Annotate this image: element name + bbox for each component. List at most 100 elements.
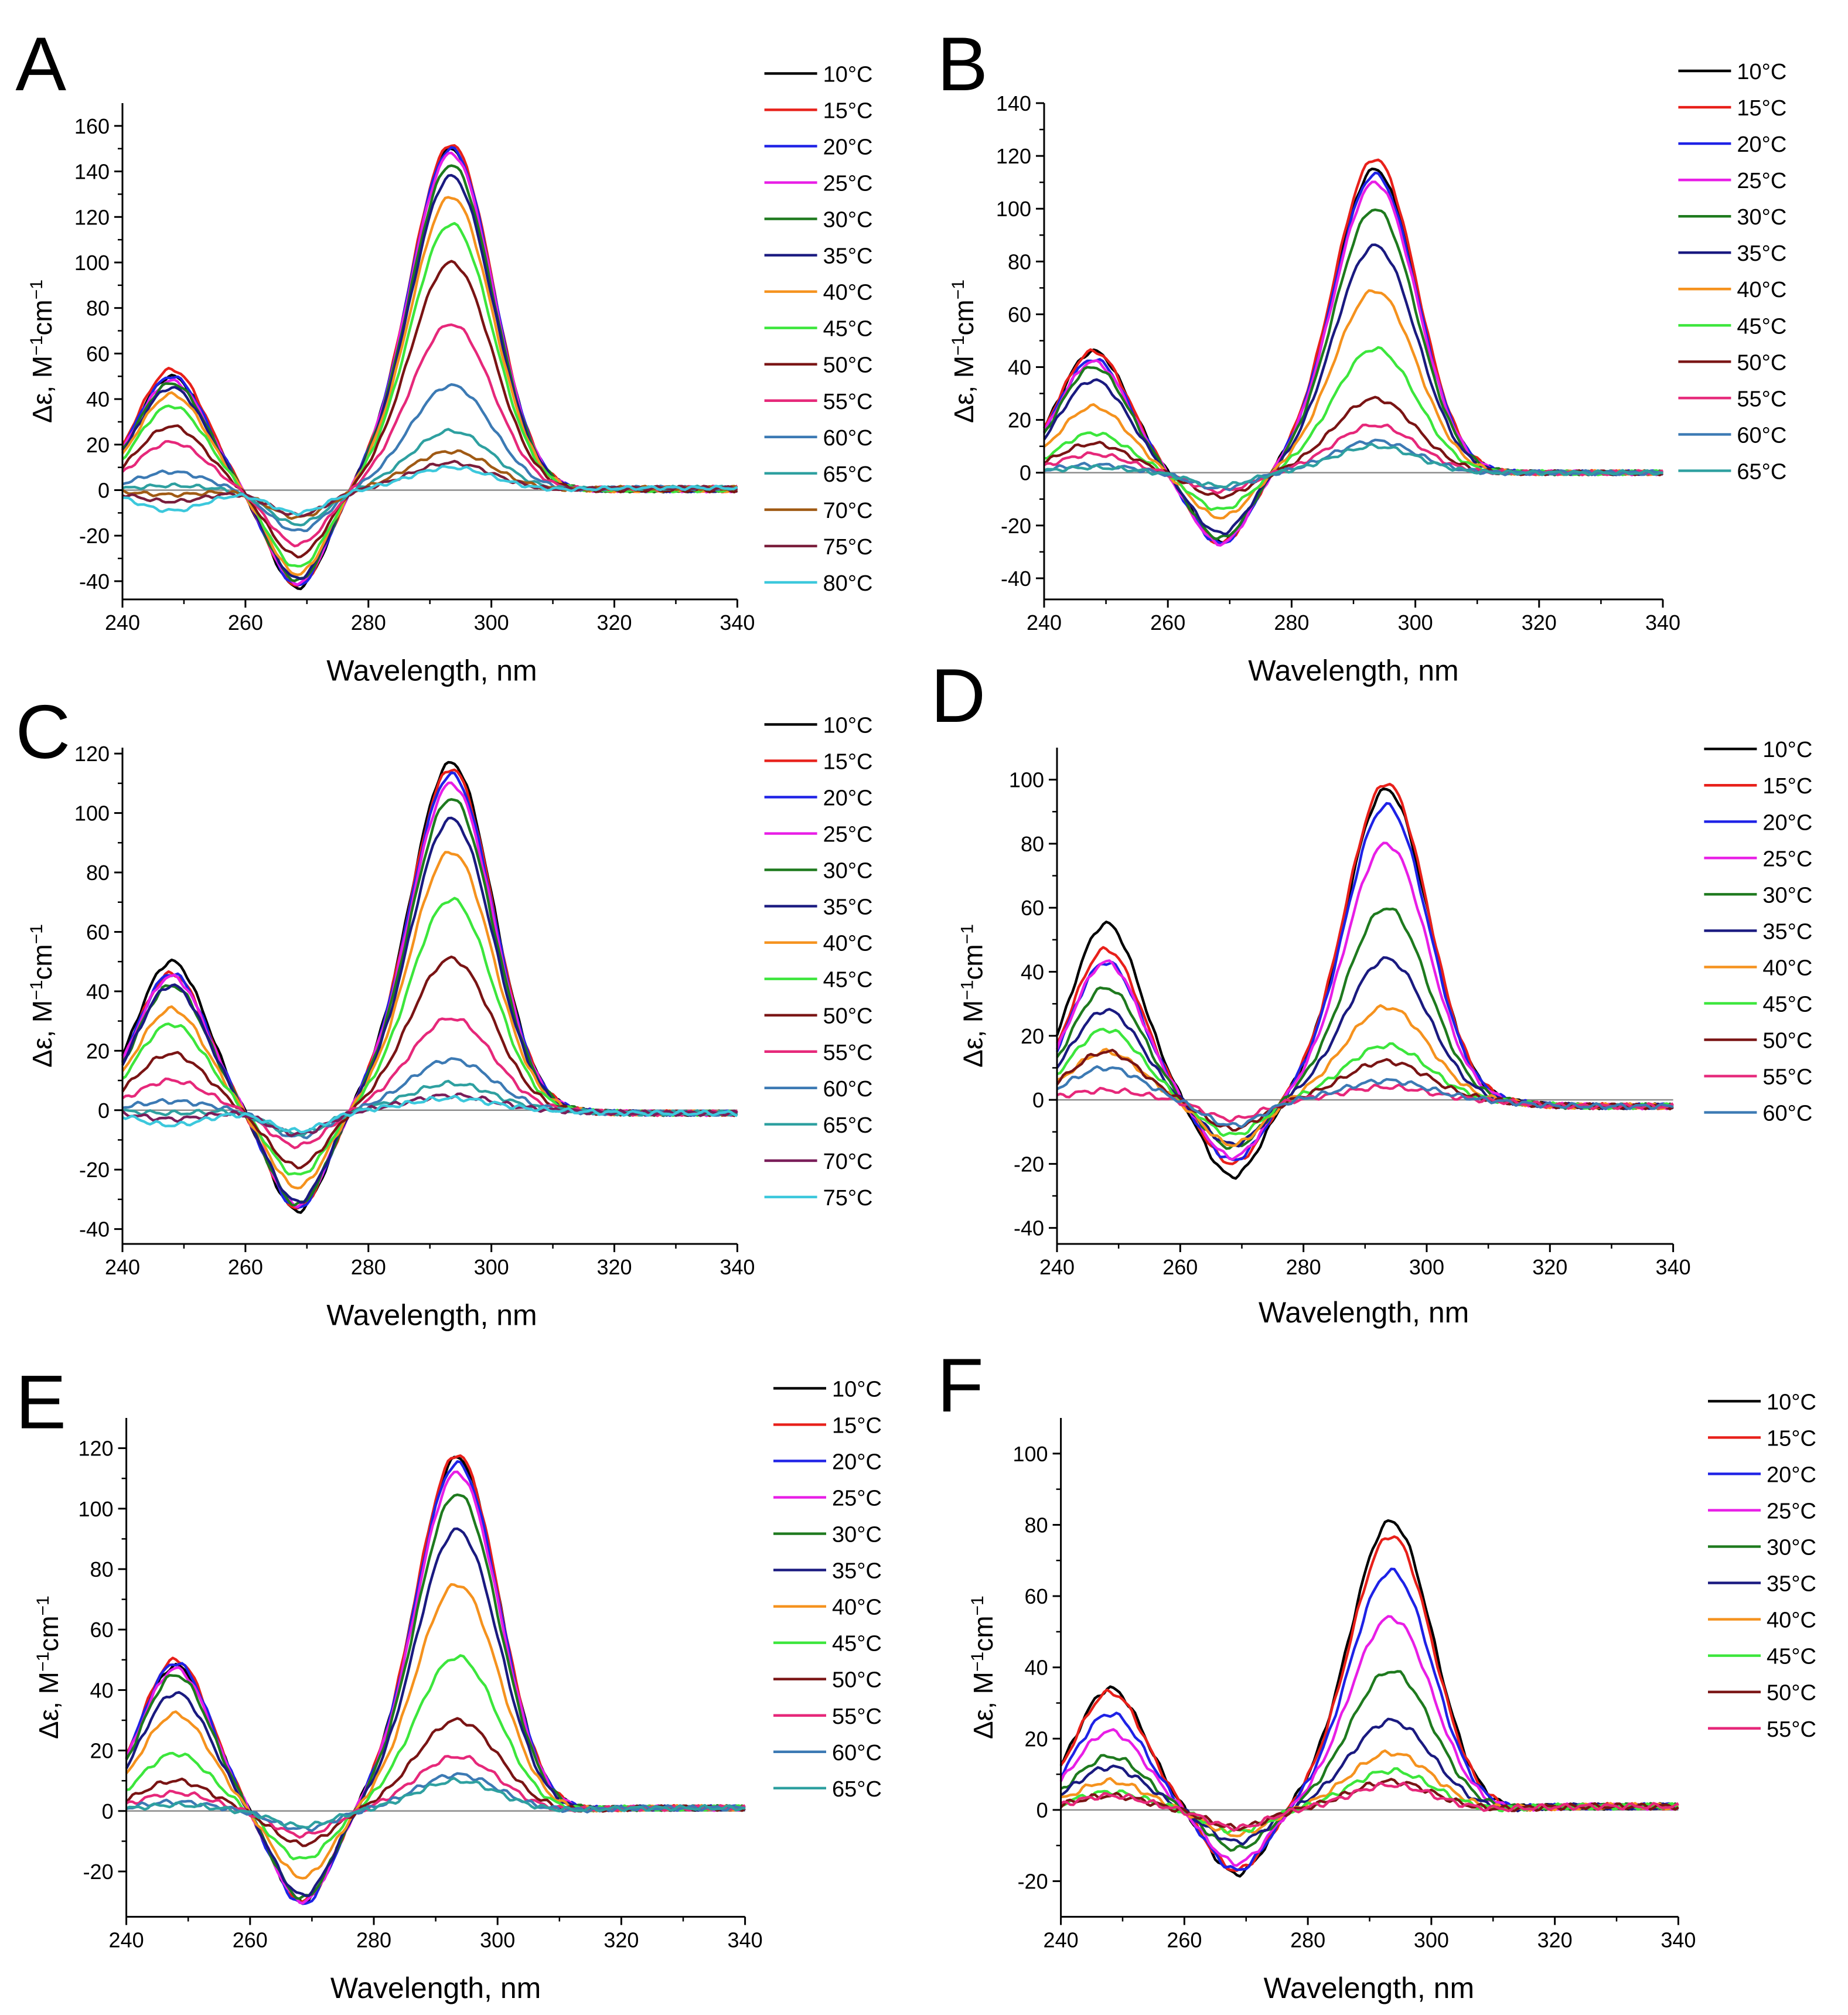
- legend-label: 15°C: [823, 98, 873, 123]
- x-tick-label: 340: [720, 611, 755, 635]
- series-line: [1055, 787, 1673, 1180]
- y-tick-label: 0: [98, 479, 110, 503]
- legend-label: 70°C: [823, 1150, 873, 1174]
- series-line: [1044, 438, 1663, 492]
- series-line: [125, 1493, 746, 1900]
- y-tick-label: 100: [74, 802, 110, 826]
- x-tick-label: 320: [596, 1255, 632, 1279]
- legend-label: 20°C: [1762, 810, 1812, 835]
- series-line: [1043, 171, 1663, 545]
- y-tick-label: 120: [74, 205, 110, 229]
- y-tick-label: 80: [90, 1557, 114, 1581]
- x-tick-label: 240: [109, 1928, 144, 1952]
- y-axis-title: Δε, M−1cm−1: [33, 1595, 64, 1739]
- legend-label: 45°C: [1737, 314, 1786, 339]
- legend-label: 35°C: [823, 244, 873, 269]
- chart-panel-c: C -40 -20 0 20 40 60 80 100 120 240 260 280 300 320 340…: [15, 689, 872, 1332]
- series-line: [126, 1772, 746, 1832]
- legend-label: 30°C: [1767, 1536, 1816, 1560]
- x-tick-label: 240: [1044, 1928, 1079, 1952]
- x-tick-label: 280: [1286, 1255, 1321, 1279]
- y-tick-label: 40: [86, 980, 110, 1004]
- series-line: [121, 781, 738, 1208]
- y-tick-label: 0: [1032, 1088, 1044, 1112]
- y-axis-title: Δε, M−1cm−1: [949, 279, 979, 423]
- x-tick-label: 260: [1150, 611, 1185, 635]
- legend-label: 25°C: [823, 172, 873, 196]
- legend-label: 65°C: [1737, 459, 1786, 484]
- series-line: [121, 816, 738, 1204]
- legend-label: 35°C: [1767, 1572, 1816, 1597]
- legend-label: 20°C: [823, 786, 873, 810]
- y-tick-label: 80: [86, 861, 110, 885]
- legend-label: 10°C: [823, 713, 873, 738]
- y-tick-label: 60: [90, 1618, 114, 1642]
- panel-label: F: [937, 1342, 983, 1428]
- x-tick-label: 320: [1532, 1255, 1567, 1279]
- y-tick-label: -40: [1014, 1216, 1044, 1240]
- y-axis-title: Δε, M−1cm−1: [957, 924, 988, 1068]
- series-line: [125, 1527, 746, 1897]
- series-line: [121, 164, 738, 582]
- x-tick-label: 280: [1290, 1928, 1325, 1952]
- series-line: [1043, 208, 1663, 540]
- y-tick-label: -20: [79, 524, 110, 548]
- series-line: [121, 1095, 738, 1134]
- series-line: [121, 221, 738, 568]
- x-tick-label: 320: [1522, 611, 1557, 635]
- y-tick-label: 40: [1008, 356, 1031, 380]
- y-tick-label: -20: [1001, 514, 1031, 538]
- series-line: [122, 465, 738, 516]
- x-tick-label: 320: [1537, 1928, 1573, 1952]
- y-tick-label: 60: [86, 920, 110, 944]
- series-line: [121, 798, 738, 1207]
- y-tick-label: 80: [1025, 1513, 1048, 1537]
- y-tick-label: 100: [79, 1497, 114, 1521]
- legend-label: 15°C: [832, 1413, 882, 1438]
- y-tick-label: 100: [1013, 1442, 1048, 1466]
- x-axis-title: Wavelength, nm: [1248, 654, 1458, 687]
- panel-label: B: [937, 21, 988, 107]
- series-line: [121, 260, 738, 559]
- x-tick-label: 340: [720, 1255, 755, 1279]
- y-tick-label: 0: [102, 1799, 114, 1823]
- legend-label: 20°C: [1767, 1462, 1816, 1487]
- series-line: [1044, 442, 1663, 489]
- legend-label: 60°C: [1737, 423, 1786, 448]
- legend-label: 65°C: [823, 1113, 873, 1138]
- legend-label: 65°C: [832, 1777, 882, 1802]
- legend-label: 60°C: [823, 426, 873, 451]
- legend-label: 30°C: [823, 859, 873, 884]
- x-tick-label: 260: [233, 1928, 268, 1952]
- series-line: [1044, 346, 1663, 512]
- y-tick-label: -40: [79, 1218, 110, 1242]
- y-tick-label: 0: [1020, 461, 1031, 485]
- legend-label: 25°C: [1737, 169, 1786, 193]
- series-line: [121, 851, 738, 1189]
- chart-panel-e: E -20 0 20 40 60 80 100 120 240 260 280 300 320 340 Wav…: [15, 1359, 882, 2004]
- series-line: [1060, 1778, 1679, 1831]
- legend-label: 55°C: [1767, 1717, 1816, 1742]
- legend-label: 10°C: [1737, 60, 1786, 84]
- y-tick-label: -20: [79, 1158, 110, 1182]
- legend-label: 40°C: [1767, 1608, 1816, 1633]
- y-tick-label: 20: [1025, 1727, 1048, 1751]
- x-tick-label: 240: [105, 1255, 140, 1279]
- y-tick-label: 0: [98, 1099, 110, 1123]
- chart-panel-d: D -40 -20 0 20 40 60 80 100 240 260 280 300 320 340 Wav…: [930, 653, 1812, 1329]
- legend-label: 35°C: [1737, 241, 1786, 266]
- y-tick-label: 60: [1021, 896, 1044, 920]
- legend-label: 15°C: [823, 749, 873, 774]
- x-axis-title: Wavelength, nm: [330, 1972, 541, 2004]
- y-tick-label: 20: [1008, 408, 1031, 432]
- legend-label: 75°C: [823, 1186, 873, 1211]
- y-tick-label: 140: [74, 160, 110, 184]
- series-line: [121, 1017, 738, 1150]
- legend-label: 25°C: [1767, 1499, 1816, 1524]
- y-axis-title: Δε, M−1cm−1: [27, 924, 57, 1068]
- series-line: [121, 896, 738, 1176]
- series-line: [1056, 1065, 1674, 1128]
- y-tick-label: 120: [74, 742, 110, 766]
- legend-label: 50°C: [1767, 1681, 1816, 1706]
- legend-label: 50°C: [1762, 1029, 1812, 1053]
